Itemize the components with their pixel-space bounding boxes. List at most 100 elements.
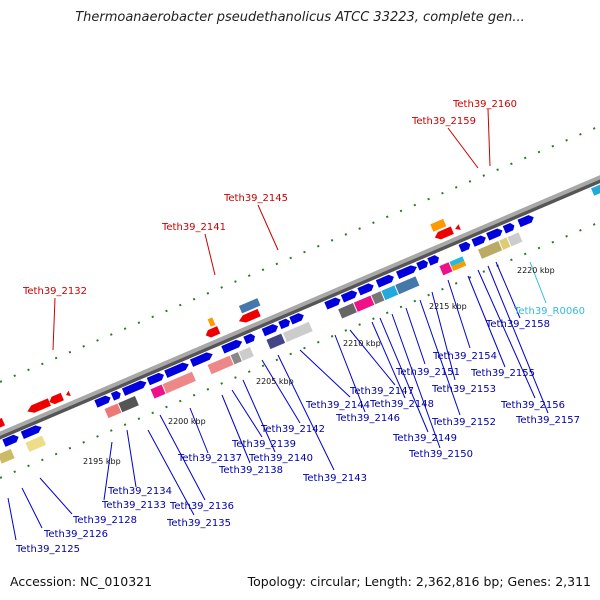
scale-ticks: 2195 kbp 2200 kbp 2205 kbp 2210 kbp 2215… [83, 266, 555, 466]
gene-block-gray [230, 352, 242, 365]
gene-block-magenta [353, 295, 375, 312]
gene-arrow-red [65, 390, 71, 397]
gene-arrow-blue [458, 241, 471, 253]
gene-arrow-blue [289, 313, 304, 325]
gene-block-gray [371, 291, 385, 305]
bottom-labels: Teth39_2125 Teth39_2126 Teth39_2128 Teth… [15, 306, 585, 555]
gene-arrow-blue [324, 297, 341, 310]
gene-arrow-red [455, 224, 461, 230]
gene-block-steel [238, 298, 261, 314]
gene-block-pink [207, 355, 234, 375]
gene-label[interactable]: Teth39_2153 [431, 384, 496, 395]
tick-label: 2220 kbp [517, 266, 555, 275]
tick-label: 2215 kbp [429, 302, 467, 311]
gene-label[interactable]: Teth39_2144 [305, 400, 370, 411]
gene-label[interactable]: Teth39_2126 [43, 529, 108, 540]
gene-label[interactable]: Teth39_2137 [177, 453, 242, 464]
gene-label[interactable]: Teth39_2128 [72, 515, 137, 526]
gene-block-magenta [439, 262, 453, 276]
gene-label[interactable]: Teth39_2150 [408, 449, 473, 460]
gene-label[interactable]: Teth39_2132 [22, 286, 87, 297]
gene-label[interactable]: Teth39_2158 [485, 319, 550, 330]
gene-arrow-blue [396, 265, 417, 279]
genome-summary-text: Topology: circular; Length: 2,362,816 bp… [247, 574, 591, 589]
gene-arrow-blue [164, 362, 189, 378]
gene-block-khaki [499, 237, 511, 250]
tick-label: 2210 kbp [343, 339, 381, 348]
tick-label: 2200 kbp [168, 417, 206, 426]
gene-block-orange [451, 260, 467, 272]
gene-label[interactable]: Teth39_2139 [231, 439, 296, 450]
gene-arrow-blue [221, 339, 243, 354]
leader-lines-top [52, 108, 491, 351]
gene-label[interactable]: Teth39_2143 [302, 473, 367, 484]
gene-label[interactable]: Teth39_2141 [161, 222, 226, 233]
tick-label: 2205 kbp [256, 377, 294, 386]
gene-label[interactable]: Teth39_2146 [335, 413, 400, 424]
gene-block-silver [283, 321, 313, 343]
gene-arrow-blue [416, 259, 428, 271]
gene-label[interactable]: Teth39_2151 [395, 367, 460, 378]
gene-arrow-blue [278, 318, 290, 330]
gene-arrow-red [205, 326, 221, 338]
gene-label[interactable]: Teth39_2145 [223, 193, 288, 204]
gene-arrow-blue [486, 228, 503, 241]
gene-arrow-blue [357, 283, 374, 296]
gene-arrow-blue [94, 395, 111, 408]
tick-label: 2195 kbp [83, 457, 121, 466]
gene-label[interactable]: Teth39_2160 [452, 99, 517, 110]
gene-block-pink [162, 371, 196, 394]
gene-block-silver [507, 232, 523, 247]
genome-backbone [0, 175, 600, 436]
gene-label[interactable]: Teth39_R0060 [513, 306, 585, 317]
gene-label[interactable]: Teth39_2154 [432, 351, 497, 362]
gene-label[interactable]: Teth39_2136 [169, 501, 234, 512]
gene-label[interactable]: Teth39_2125 [15, 544, 80, 555]
gene-block-gray [118, 396, 139, 413]
gene-label[interactable]: Teth39_2142 [260, 424, 325, 435]
gene-arrow-blue [340, 290, 358, 303]
gene-arrow-red [49, 392, 64, 405]
gene-arrow-blue [517, 215, 534, 228]
accession-text: Accession: NC_010321 [10, 574, 153, 589]
gene-arrow-blue [261, 324, 279, 337]
gene-arrow-blue [110, 390, 121, 401]
map-title: Thermoanaerobacter pseudethanolicus ATCC… [75, 10, 525, 25]
gene-arrow-blue [121, 380, 147, 396]
gene-label[interactable]: Teth39_2152 [431, 417, 496, 428]
gene-block-silver [238, 346, 254, 361]
top-labels: Teth39_2132 Teth39_2141 Teth39_2145 Teth… [22, 99, 517, 297]
gene-block-khaki [478, 241, 503, 259]
gene-label[interactable]: Teth39_2159 [411, 116, 476, 127]
gene-label[interactable]: Teth39_2133 [101, 500, 166, 511]
gene-block-red [0, 417, 6, 429]
gene-arrow-blue [427, 255, 439, 266]
gene-label[interactable]: Teth39_2147 [349, 386, 414, 397]
gene-block-magenta [150, 384, 166, 399]
guide-track-outer [0, 125, 600, 383]
gene-label[interactable]: Teth39_2148 [369, 399, 434, 410]
gene-label[interactable]: Teth39_2140 [248, 453, 313, 464]
gene-arrow-blue [243, 333, 256, 345]
gene-block-pink [104, 403, 122, 419]
gene-label[interactable]: Teth39_2138 [218, 465, 283, 476]
gene-label[interactable]: Teth39_2134 [107, 486, 172, 497]
gene-block-navy [266, 333, 286, 350]
gene-block-cyan [381, 285, 399, 301]
gene-layer [0, 174, 600, 464]
gene-label[interactable]: Teth39_2155 [470, 368, 535, 379]
gene-arrow-red [238, 308, 261, 323]
leader-lines-bottom [7, 261, 549, 541]
gene-block-khaki [0, 448, 15, 464]
gene-label[interactable]: Teth39_2157 [515, 415, 580, 426]
gene-arrow-blue [375, 274, 394, 288]
gene-label[interactable]: Teth39_2135 [166, 518, 231, 529]
gene-block-gray [338, 303, 357, 319]
gene-block-steel [395, 276, 420, 295]
gene-block-cyan [449, 256, 465, 267]
gene-label[interactable]: Teth39_2149 [392, 433, 457, 444]
gene-arrow-blue [2, 434, 19, 447]
gene-label[interactable]: Teth39_2156 [500, 400, 565, 411]
gene-block-orange [430, 218, 447, 232]
